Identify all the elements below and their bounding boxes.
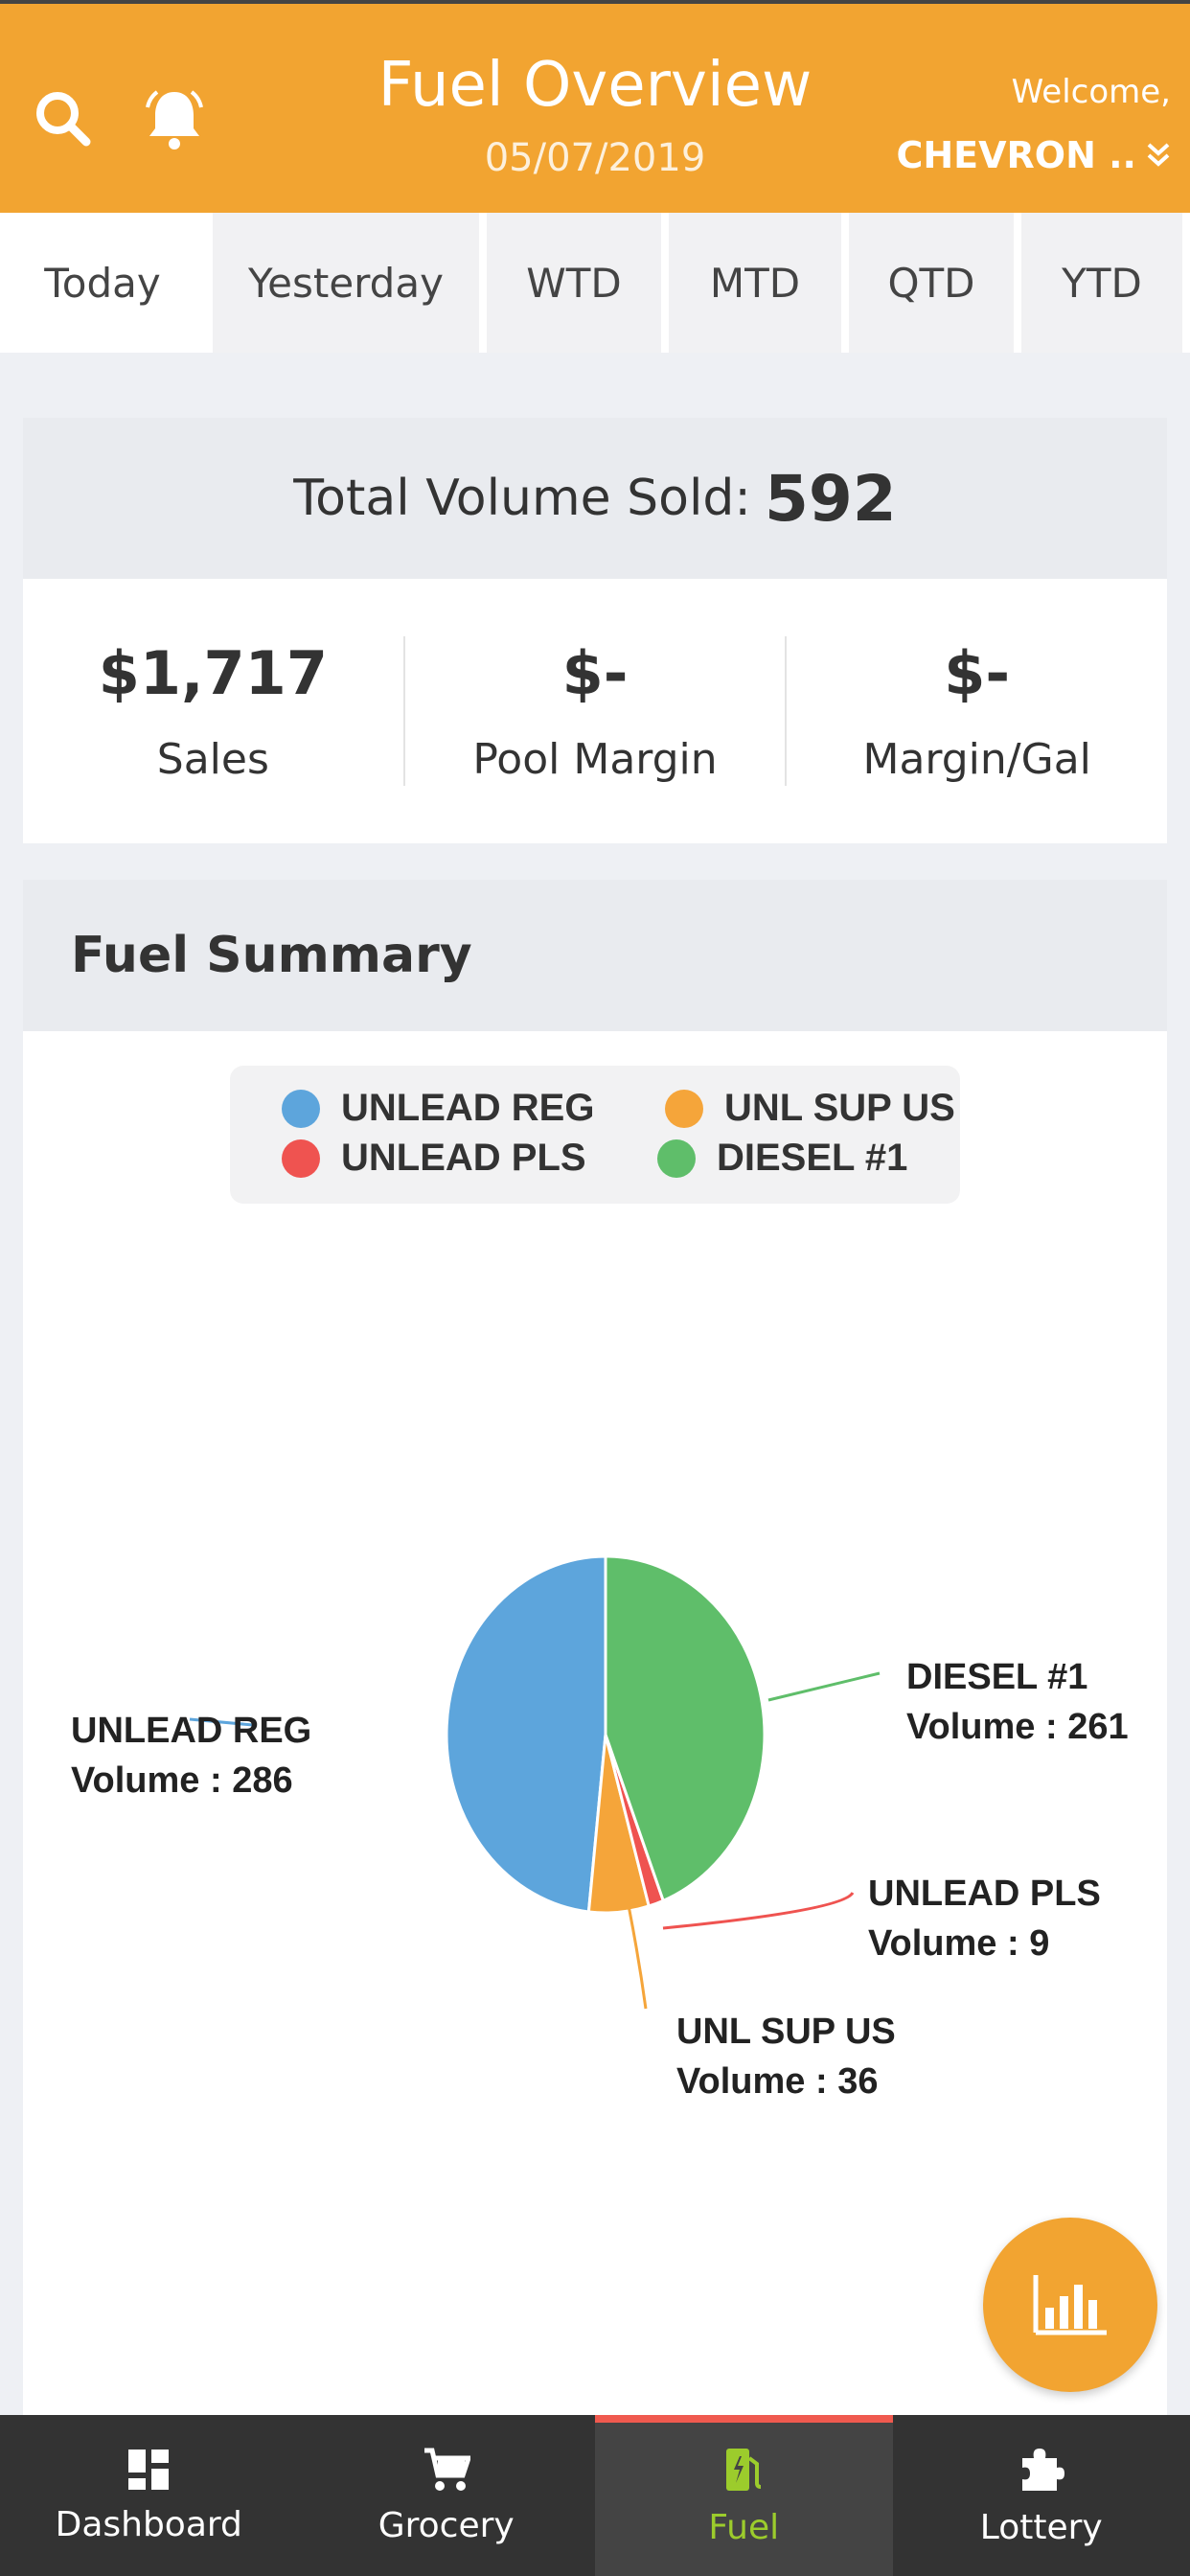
- app-header: Fuel Overview 05/07/2019 Welcome, CHEVRO…: [0, 0, 1190, 213]
- puzzle-icon: [1021, 2448, 1064, 2491]
- pie-slice-label: UNLEAD PLS: [868, 1874, 1101, 1914]
- total-volume-label: Total Volume Sold:: [293, 470, 751, 527]
- metric-label: Sales: [156, 735, 269, 784]
- nav-fuel[interactable]: Fuel: [595, 2415, 893, 2576]
- tabs-divider: [0, 353, 1190, 391]
- tab-today[interactable]: Today: [0, 213, 205, 353]
- legend-dot: [282, 1089, 320, 1128]
- nav-grocery[interactable]: Grocery: [298, 2415, 596, 2576]
- legend-label: DIESEL #1: [717, 1137, 908, 1179]
- nav-dashboard[interactable]: Dashboard: [0, 2415, 298, 2576]
- pie-slice-value-label: Volume : 261: [906, 1707, 1129, 1747]
- welcome-text: Welcome,: [1011, 73, 1171, 111]
- metric-label: Margin/Gal: [862, 735, 1091, 784]
- metric-pool-margin: $- Pool Margin: [405, 638, 786, 784]
- metric-margin-gal: $- Margin/Gal: [787, 638, 1167, 784]
- chart-legend: UNLEAD REG UNL SUP US UNLEAD PLS DIESEL …: [230, 1066, 960, 1204]
- legend-item-unlead-reg[interactable]: UNLEAD REG: [282, 1087, 594, 1130]
- tab-wtd[interactable]: WTD: [487, 213, 661, 353]
- legend-dot: [657, 1138, 696, 1178]
- header-date: 05/07/2019: [484, 136, 706, 180]
- page-title: Fuel Overview: [378, 50, 812, 121]
- tab-ytd[interactable]: YTD: [1021, 213, 1182, 353]
- nav-label: Grocery: [378, 2505, 515, 2545]
- pie-slice-value-label: Volume : 36: [676, 2061, 878, 2102]
- bar-chart-icon: [1033, 2275, 1107, 2335]
- tab-mtd[interactable]: MTD: [669, 213, 841, 353]
- total-volume-value: 592: [764, 461, 897, 536]
- bell-icon[interactable]: [136, 80, 213, 157]
- nav-label: Lottery: [979, 2507, 1103, 2547]
- fuel-summary-title: Fuel Summary: [23, 880, 1167, 1031]
- chart-toggle-button[interactable]: [983, 2218, 1157, 2392]
- search-icon[interactable]: [25, 80, 102, 157]
- metric-sales: $1,717 Sales: [23, 638, 403, 784]
- cart-icon: [423, 2448, 470, 2491]
- legend-item-diesel[interactable]: DIESEL #1: [657, 1137, 907, 1180]
- double-chevron-down-icon: [1147, 143, 1170, 167]
- nav-label: Fuel: [708, 2507, 780, 2547]
- pie-slice[interactable]: [604, 1554, 767, 1903]
- metric-value: $1,717: [98, 638, 328, 708]
- pie-leader-line: [767, 1671, 881, 1702]
- fuel-pump-icon: [726, 2448, 762, 2491]
- period-tabs: Today Yesterday WTD MTD QTD YTD: [0, 213, 1190, 353]
- legend-label: UNL SUP US: [724, 1087, 955, 1129]
- divider: [785, 636, 788, 786]
- pie-slice-label: DIESEL #1: [906, 1657, 1087, 1697]
- nav-lottery[interactable]: Lottery: [893, 2415, 1190, 2576]
- legend-item-unl-sup-us[interactable]: UNL SUP US: [665, 1087, 955, 1130]
- dashboard-icon: [128, 2449, 170, 2490]
- account-selector[interactable]: CHEVRON ..: [896, 134, 1171, 176]
- legend-dot: [282, 1138, 320, 1178]
- legend-label: UNLEAD PLS: [341, 1137, 586, 1179]
- pie-leader-line: [619, 1868, 648, 2010]
- pie-slice[interactable]: [445, 1554, 607, 1914]
- nav-label: Dashboard: [55, 2504, 242, 2544]
- total-volume-header: Total Volume Sold: 592: [23, 418, 1167, 579]
- metrics-row: $1,717 Sales $- Pool Margin $- Margin/Ga…: [23, 579, 1167, 843]
- metric-label: Pool Margin: [472, 735, 718, 784]
- divider: [402, 636, 405, 786]
- tab-qtd[interactable]: QTD: [849, 213, 1014, 353]
- legend-dot: [665, 1089, 703, 1128]
- pie-slice-label: UNLEAD REG: [71, 1711, 311, 1751]
- fuel-pie-chart: UNLEAD REG Volume : 286 UNL SUP US Volume :…: [71, 1554, 1129, 2102]
- legend-item-unlead-pls[interactable]: UNLEAD PLS: [282, 1137, 586, 1180]
- pie-slice-label: UNL SUP US: [676, 2012, 896, 2052]
- fuel-summary-card: Fuel Summary UNLEAD REG UNL SUP US UNLEA…: [23, 880, 1167, 2418]
- metric-value: $-: [561, 638, 629, 708]
- tab-yesterday[interactable]: Yesterday: [213, 213, 479, 353]
- pie-leader-line: [662, 1892, 855, 1930]
- pie-leader-line: [189, 1717, 254, 1727]
- total-volume-card: Total Volume Sold: 592 $1,717 Sales $- P…: [23, 418, 1167, 843]
- pie-slice-value-label: Volume : 286: [71, 1760, 293, 1801]
- account-name: CHEVRON ..: [896, 134, 1136, 176]
- legend-label: UNLEAD REG: [341, 1087, 595, 1129]
- pie-slice-value-label: Volume : 9: [868, 1923, 1049, 1964]
- metric-value: $-: [944, 638, 1011, 708]
- bottom-navigation: Dashboard Grocery Fuel Lottery: [0, 2415, 1190, 2576]
